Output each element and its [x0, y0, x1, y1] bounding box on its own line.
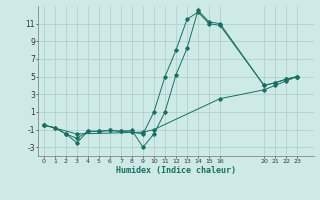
- X-axis label: Humidex (Indice chaleur): Humidex (Indice chaleur): [116, 166, 236, 175]
